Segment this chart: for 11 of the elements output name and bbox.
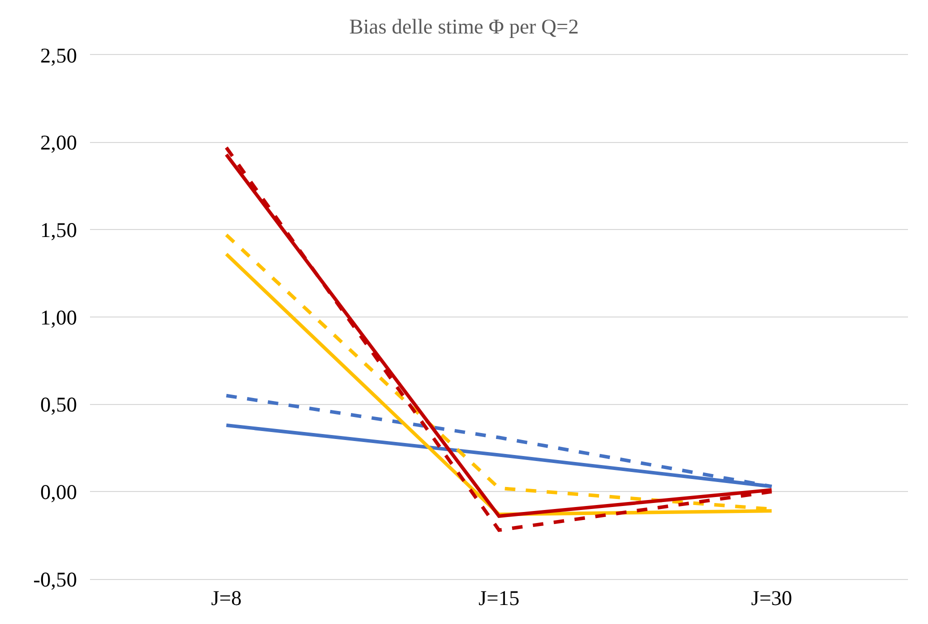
y-tick-label: 0,50: [40, 392, 77, 417]
y-tick-label: 1,50: [40, 218, 77, 242]
y-tick-label: -0,50: [33, 567, 77, 592]
y-tick-label: 1,00: [40, 305, 77, 330]
x-tick-label: J=8: [211, 586, 242, 610]
y-tick-label: 0,00: [40, 480, 77, 504]
x-tick-label: J=30: [751, 586, 792, 610]
y-tick-label: 2,00: [40, 130, 77, 155]
chart-title: Bias delle stime Φ per Q=2: [349, 14, 579, 38]
y-tick-label: 2,50: [40, 43, 77, 68]
x-tick-label: J=15: [478, 586, 520, 610]
